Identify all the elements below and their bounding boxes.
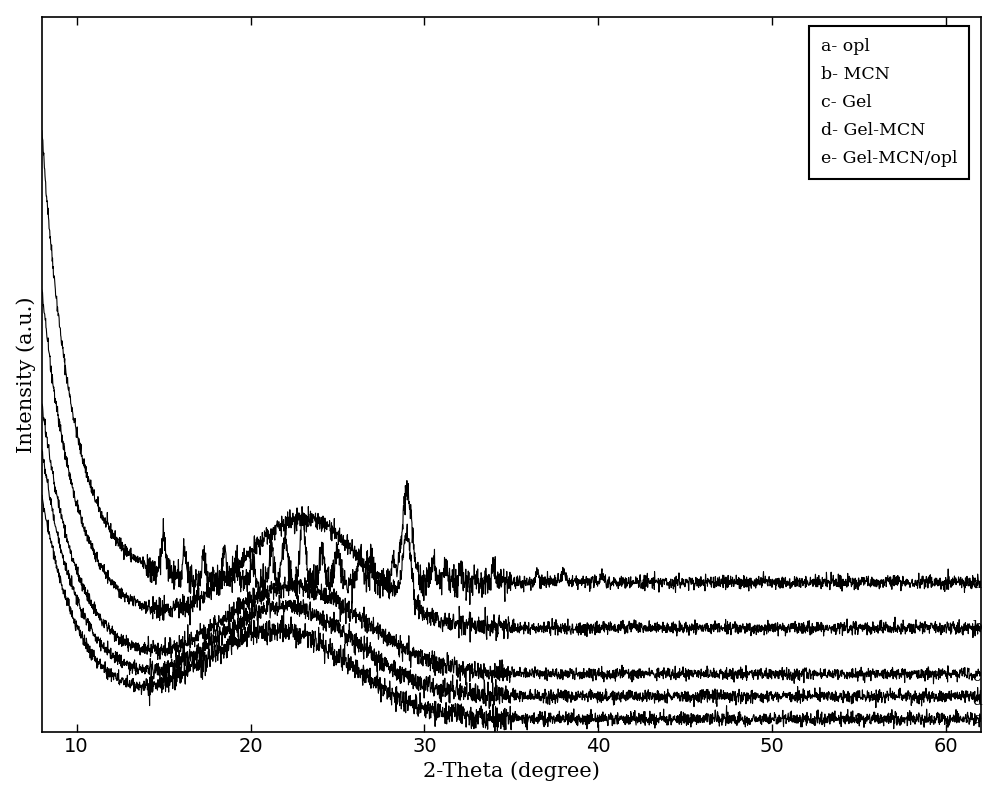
Text: e: e (972, 712, 981, 725)
Text: d: d (972, 694, 982, 708)
Text: b: b (972, 620, 982, 634)
X-axis label: 2-Theta (degree): 2-Theta (degree) (423, 761, 600, 781)
Text: a- opl
b- MCN
c- Gel
d- Gel-MCN
e- Gel-MCN/opl: a- opl b- MCN c- Gel d- Gel-MCN e- Gel-M… (821, 38, 957, 168)
Text: a: a (972, 576, 981, 591)
Y-axis label: Intensity (a.u.): Intensity (a.u.) (17, 296, 36, 452)
Text: c: c (972, 670, 981, 684)
